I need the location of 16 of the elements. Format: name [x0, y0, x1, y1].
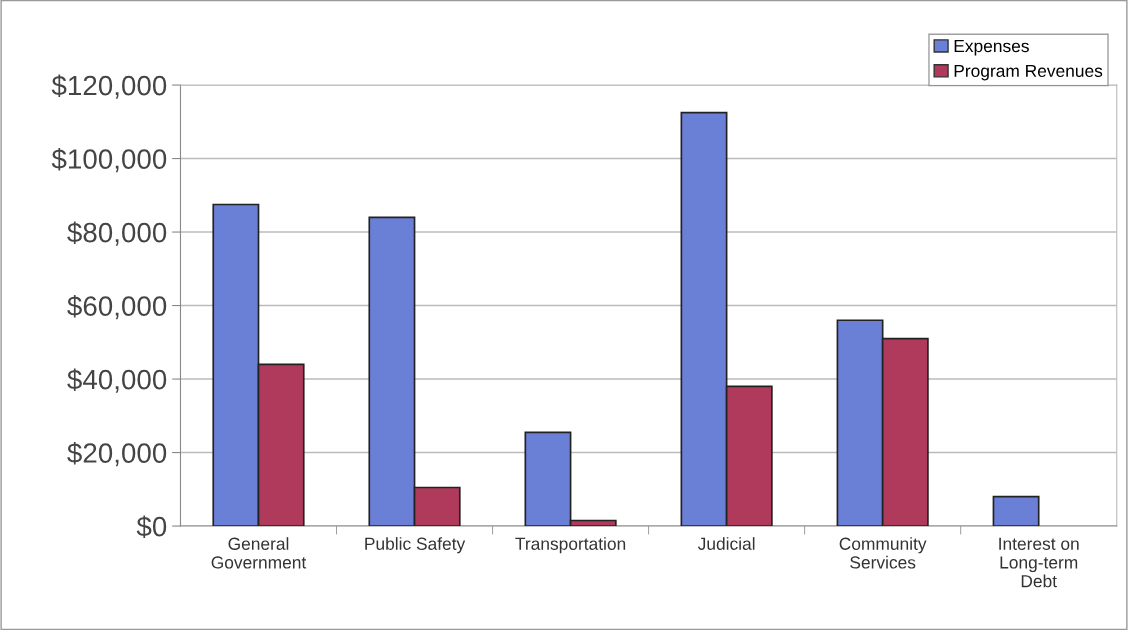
x-tick-label: Interest on Long-term Debt	[999, 537, 1079, 588]
y-tick-label: $40,000	[67, 368, 167, 393]
x-tick-label: Community Services	[839, 537, 927, 569]
legend-label: Program Revenues	[954, 64, 1103, 81]
x-tick-label: General Government	[211, 537, 307, 569]
y-tick-label: $20,000	[67, 442, 167, 467]
x-tick-label: Judicial	[697, 537, 755, 550]
y-tick-label: $100,000	[51, 148, 167, 173]
y-tick-label: $120,000	[51, 74, 167, 99]
x-tick-label: Transportation	[515, 537, 626, 554]
y-tick-label: $0	[136, 515, 167, 539]
bar	[992, 495, 1040, 527]
y-tick-label: $60,000	[67, 295, 167, 320]
y-tick-label: $80,000	[67, 221, 167, 246]
x-tick-label: Public Safety	[365, 537, 466, 554]
legend-label: Expenses	[954, 40, 1029, 56]
